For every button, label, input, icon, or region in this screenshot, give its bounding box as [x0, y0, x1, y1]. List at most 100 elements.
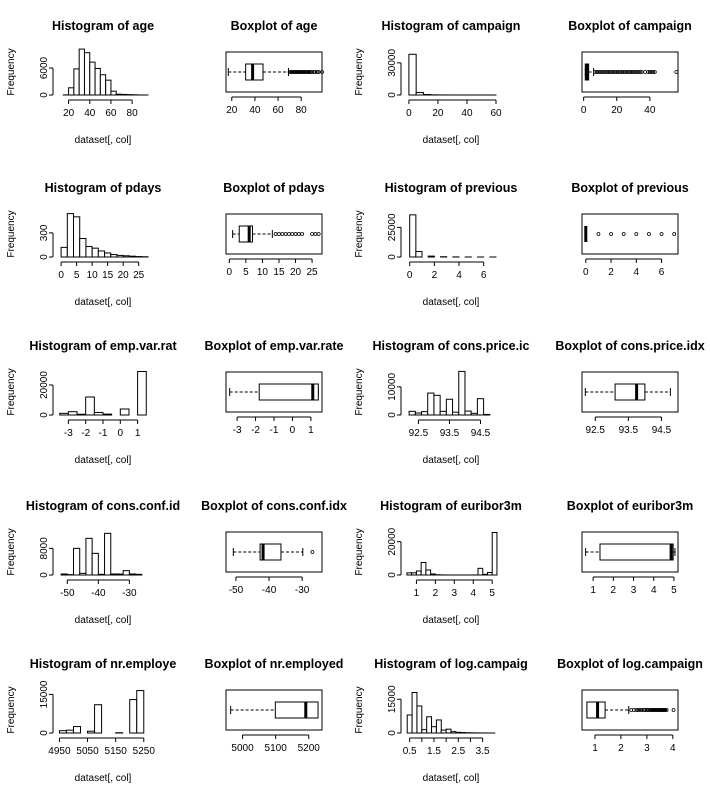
histogram-bar [122, 255, 130, 258]
histogram-bar [439, 410, 447, 416]
histogram-bar [433, 394, 441, 416]
x-tick-label: 4 [634, 267, 640, 278]
histogram-bar [102, 413, 113, 416]
outlier-point [663, 708, 668, 712]
x-axis-label: dataset[, col] [423, 455, 480, 466]
x-tick-label: 94.5 [652, 425, 672, 436]
box-iqr [614, 383, 646, 401]
x-tick-label: 60 [272, 105, 284, 116]
x-tick-label: 93.5 [619, 425, 639, 436]
panel-13: Histogram of cons.conf.id -50 -40 -30 0 8000 d… [6, 499, 180, 626]
plot-frame [225, 531, 323, 573]
histogram-bar [455, 731, 462, 734]
histogram-bar [406, 572, 413, 576]
x-tick-label: 15 [102, 270, 114, 281]
histogram-bar [58, 730, 67, 734]
x-tick-label: 6 [659, 267, 665, 278]
x-tick-label: 2 [432, 270, 438, 281]
outlier-point [310, 232, 314, 236]
histogram-bar [119, 408, 130, 416]
x-tick-label: 2 [433, 588, 439, 599]
x-tick-label: 1 [590, 585, 596, 596]
outlier-point [629, 708, 634, 712]
histogram-bar [85, 246, 93, 258]
x-tick-label: -2 [81, 428, 90, 439]
panel-title: Boxplot of age [231, 19, 318, 33]
histogram-bar [408, 53, 417, 96]
panel-1: Histogram of age 20 40 60 80 0 6000 dataset[, c… [6, 19, 154, 146]
panel-title: Boxplot of euribor3m [567, 499, 693, 513]
x-tick-label: 3 [452, 588, 458, 599]
histogram-bar [91, 552, 99, 576]
x-tick-label: 1 [414, 588, 420, 599]
panel-title: Histogram of cons.conf.id [26, 499, 180, 513]
histogram-bar [116, 573, 124, 576]
x-tick-label: 40 [249, 105, 261, 116]
x-tick-label: 1 [308, 425, 314, 436]
histogram-bar [476, 398, 485, 416]
x-tick-label: 0 [58, 270, 64, 281]
x-tick-label: 3.5 [476, 746, 490, 757]
histogram-bar [59, 412, 69, 416]
x-tick-label: 0 [406, 108, 412, 119]
y-tick-label: 0 [387, 254, 398, 260]
x-axis-label: dataset[, col] [75, 297, 132, 308]
x-tick-label: 20 [226, 105, 238, 116]
panel-title: Histogram of previous [385, 181, 518, 195]
x-tick-label: 2.5 [451, 746, 465, 757]
box-iqr [258, 383, 319, 401]
box-iqr [599, 543, 674, 561]
x-axis-label: dataset[, col] [75, 773, 132, 784]
x-tick-label: 2 [608, 267, 614, 278]
y-axis-label: Frequency [354, 528, 365, 575]
panel-title: Boxplot of cons.price.idx [555, 339, 704, 353]
x-tick-label: 2 [618, 743, 624, 754]
plot-frame [581, 213, 679, 255]
histogram-bar [79, 238, 87, 258]
y-tick-label: 0 [39, 254, 50, 260]
y-axis-label: Frequency [354, 210, 365, 257]
y-tick-label: 30000 [387, 49, 398, 77]
panel-18: Boxplot of nr.employed 5000 5100 5200 [205, 657, 344, 754]
box-iqr [245, 63, 264, 81]
x-tick-label: 93.5 [440, 428, 460, 439]
outlier-point [659, 232, 664, 236]
x-tick-label: -1 [99, 428, 108, 439]
histogram-bar [122, 570, 130, 576]
x-tick-label: 0 [583, 267, 589, 278]
histogram-bar [440, 729, 447, 734]
histogram-bar [491, 532, 498, 576]
outlier-point [277, 232, 281, 236]
y-axis-label: Frequency [354, 686, 365, 733]
y-axis-label: Frequency [354, 48, 365, 95]
histogram-bar [65, 729, 74, 734]
box-iqr [586, 701, 606, 719]
histogram-bar [78, 48, 85, 96]
x-tick-label: 25 [133, 270, 145, 281]
x-axis-label: dataset[, col] [75, 135, 132, 146]
x-tick-label: 1.5 [427, 746, 441, 757]
histogram-bar [128, 573, 137, 576]
histogram-bar [409, 214, 417, 258]
outlier-point [651, 70, 656, 74]
x-tick-label: 40 [461, 108, 473, 119]
outlier-point [609, 232, 613, 236]
outlier-point [634, 232, 639, 236]
histogram-bar [83, 52, 91, 96]
x-tick-label: 15 [273, 267, 285, 278]
y-tick-label: 25000 [387, 213, 398, 241]
outlier-point [310, 550, 315, 554]
x-tick-label: -50 [60, 588, 75, 599]
y-tick-label: 0 [387, 92, 398, 98]
histogram-bar [110, 573, 118, 576]
panel-title: Histogram of age [52, 19, 154, 33]
panel-4: Boxplot of campaign 0 20 40 [568, 19, 692, 116]
plot-frame [581, 531, 679, 573]
panel-3: Histogram of campaign 0 20 40 60 0 30000 datase… [354, 19, 520, 146]
x-axis-label: dataset[, col] [423, 773, 480, 784]
histogram-bar [97, 250, 106, 258]
plot-frame [225, 689, 323, 731]
histogram-bar [414, 412, 423, 416]
x-tick-label: 3 [644, 743, 650, 754]
